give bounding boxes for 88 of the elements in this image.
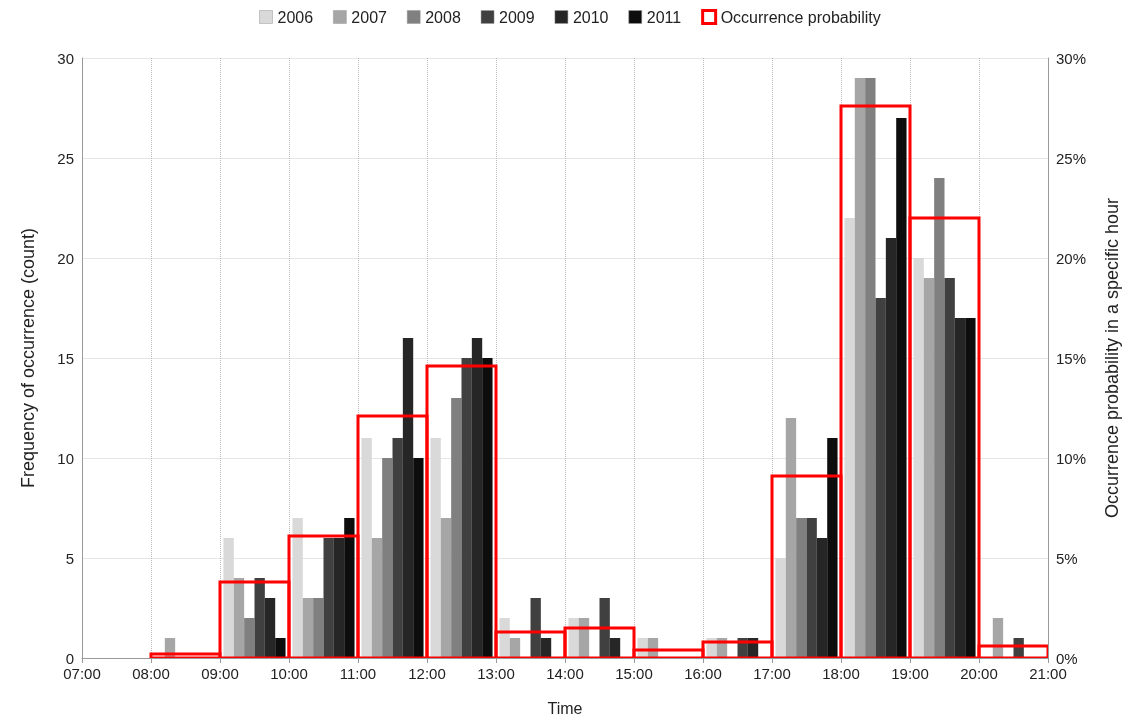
bar [440, 518, 452, 658]
x-tick-label: 20:00 [960, 665, 998, 682]
bar [923, 278, 935, 658]
bar [609, 638, 621, 658]
bar [530, 598, 541, 658]
bar [430, 438, 441, 658]
x-tick-label: 21:00 [1029, 665, 1067, 682]
x-tick-label: 07:00 [63, 665, 101, 682]
y-tick-label: 20 [57, 249, 74, 267]
bar [451, 398, 462, 658]
legend-label: 2009 [499, 8, 535, 26]
x-axis-title: Time [547, 699, 583, 717]
x-tick-label: 17:00 [753, 665, 791, 682]
bar [344, 518, 355, 658]
bar [865, 78, 876, 658]
bar [292, 518, 303, 658]
y-tick-label: 25 [57, 149, 74, 167]
y-tick-label: 0 [65, 649, 74, 667]
y2-tick-label: 30% [1056, 49, 1087, 67]
x-tick-label: 12:00 [408, 665, 446, 682]
x-tick-label: 18:00 [822, 665, 860, 682]
bar [913, 258, 924, 658]
legend-label: 2008 [425, 8, 461, 26]
bar [965, 318, 976, 658]
bar [275, 638, 286, 658]
bar [382, 458, 393, 658]
bar [313, 598, 324, 658]
bar [323, 538, 334, 658]
bar [827, 438, 838, 658]
y-tick-label: 10 [57, 449, 74, 467]
y-tick-label: 30 [57, 49, 74, 67]
bar [806, 518, 817, 658]
bar [264, 598, 276, 658]
bar [333, 538, 345, 658]
bar [223, 538, 234, 658]
bar [885, 238, 897, 658]
bar [392, 438, 403, 658]
bar [844, 218, 855, 658]
y2-tick-label: 15% [1056, 349, 1087, 367]
bar [233, 578, 245, 658]
bar [244, 618, 255, 658]
x-tick-label: 11:00 [339, 665, 377, 682]
y2-tick-label: 20% [1056, 249, 1087, 267]
bar [254, 578, 265, 658]
bar [785, 418, 797, 658]
legend-label: 2006 [277, 8, 314, 26]
x-tick-label: 16:00 [684, 665, 722, 682]
y2-tick-label: 0% [1056, 649, 1078, 667]
y-axis-title: Frequency of occurrence (count) [18, 227, 38, 489]
bar [471, 338, 483, 658]
x-tick-label: 19:00 [891, 665, 929, 682]
bar [371, 538, 383, 658]
x-tick-label: 13:00 [477, 665, 515, 682]
x-tick-label: 08:00 [132, 665, 170, 682]
bar [854, 78, 866, 658]
x-tick-label: 09:00 [201, 665, 239, 682]
bar [540, 638, 552, 658]
bar [482, 358, 493, 658]
x-tick-label: 14:00 [546, 665, 584, 682]
bar [599, 598, 610, 658]
bar [934, 178, 945, 658]
y-tick-label: 15 [57, 349, 74, 367]
legend-label: 2011 [646, 8, 682, 26]
bar [499, 618, 510, 658]
bar [796, 518, 807, 658]
bar [302, 598, 314, 658]
x-tick-label: 15:00 [615, 665, 653, 682]
legend-label: 2010 [572, 8, 609, 26]
bar [461, 358, 472, 658]
bar [402, 338, 414, 658]
bar [568, 618, 579, 658]
bar [775, 558, 786, 658]
y2-tick-label: 10% [1056, 449, 1087, 467]
legend-label: 2007 [351, 8, 388, 26]
bar [816, 538, 828, 658]
y-tick-label: 5 [65, 549, 74, 567]
bar [944, 278, 955, 658]
legend-label: Occurrence probability [720, 8, 881, 26]
y2-axis-title: Occurrence probability in a specific hour [1102, 197, 1122, 519]
bar [413, 458, 424, 658]
bar [954, 318, 966, 658]
y2-tick-label: 25% [1056, 149, 1087, 167]
bar [509, 638, 521, 658]
bar [875, 298, 886, 658]
y2-tick-label: 5% [1056, 549, 1078, 567]
x-tick-label: 10:00 [270, 665, 308, 682]
bar [361, 438, 372, 658]
bar [896, 118, 907, 658]
